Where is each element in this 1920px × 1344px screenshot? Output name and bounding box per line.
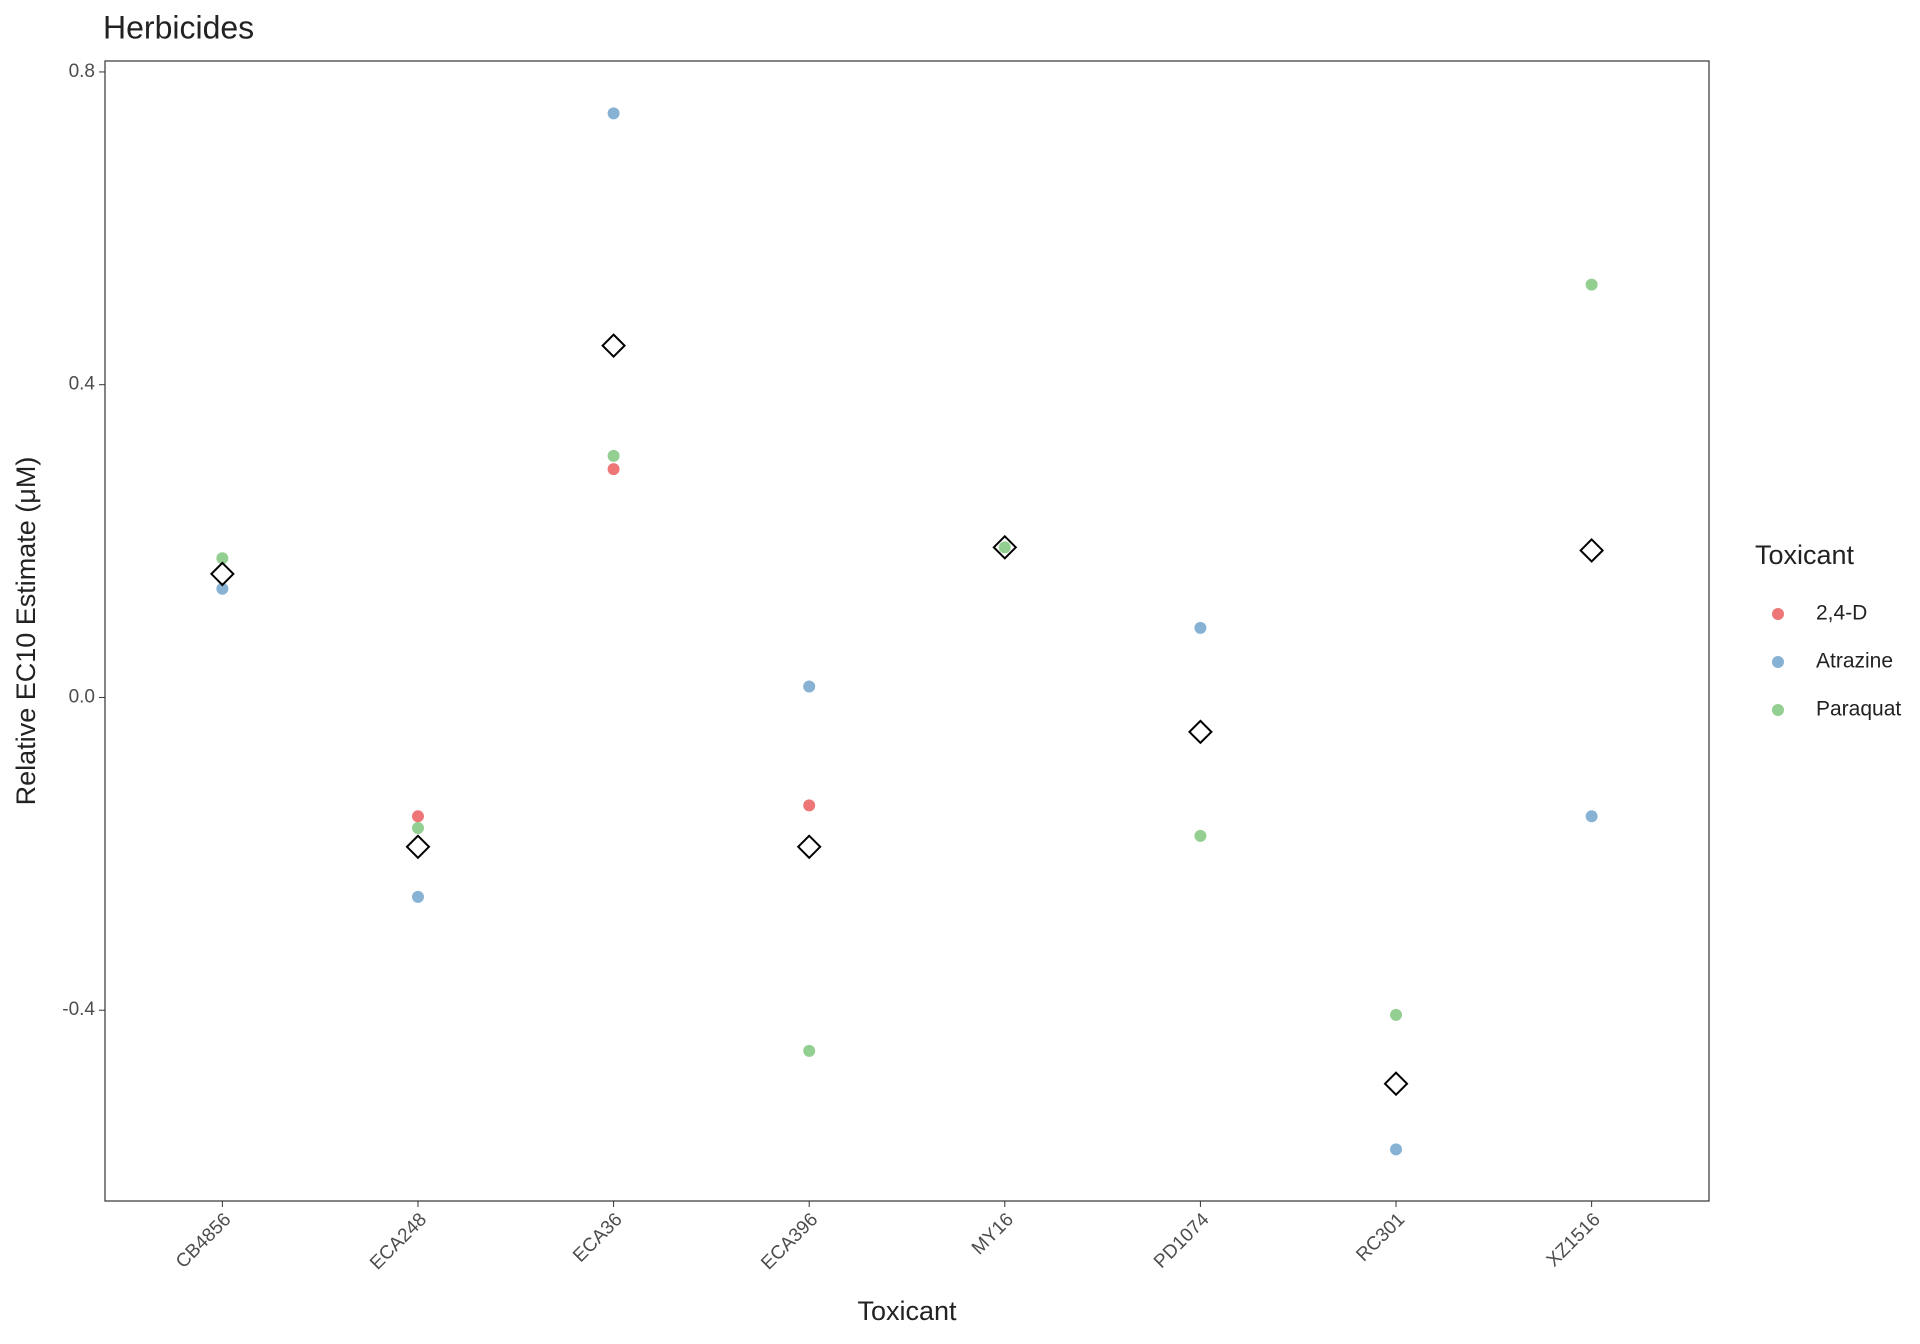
point <box>803 799 816 812</box>
point <box>411 890 424 903</box>
point <box>803 1044 816 1057</box>
legend-label: Atrazine <box>1816 650 1893 673</box>
x-tick-label: ECA36 <box>569 1209 626 1266</box>
point <box>607 107 620 120</box>
y-tick-label: 0.0 <box>69 686 95 707</box>
point <box>1194 829 1207 842</box>
point <box>1390 1008 1403 1021</box>
point <box>1585 278 1598 291</box>
y-axis-label: Relative EC10 Estimate (μM) <box>11 457 41 806</box>
point <box>1390 1143 1403 1156</box>
point <box>1194 621 1207 634</box>
legend-key <box>1772 656 1784 668</box>
mean-marker <box>992 534 1018 560</box>
point <box>998 541 1011 554</box>
mean-marker <box>1579 538 1605 563</box>
x-axis-label: Toxicant <box>857 1296 957 1326</box>
point <box>216 552 229 565</box>
legend-label: Paraquat <box>1816 698 1901 721</box>
mean-marker <box>1187 719 1213 745</box>
x-tick-label: XZ1516 <box>1543 1209 1605 1271</box>
legend-title: Toxicant <box>1755 540 1855 570</box>
chart-title: Herbicides <box>103 9 254 45</box>
mean-marker <box>1383 1071 1409 1097</box>
x-tick-label: ECA248 <box>366 1209 431 1274</box>
mean-marker <box>601 333 626 359</box>
plot-border <box>104 60 1710 1202</box>
point <box>411 822 424 835</box>
point <box>607 463 620 476</box>
point <box>607 449 620 462</box>
mean-marker <box>796 834 822 860</box>
x-tick-label: PD1074 <box>1150 1209 1214 1273</box>
x-tick-label: RC301 <box>1352 1209 1409 1266</box>
y-tick-label: 0.4 <box>69 374 96 395</box>
x-tick-label: CB4856 <box>172 1209 235 1272</box>
y-tick-label: -0.4 <box>62 999 95 1020</box>
point <box>1585 810 1598 823</box>
mean-marker <box>209 561 235 587</box>
point <box>803 680 816 693</box>
legend-key <box>1772 704 1784 716</box>
y-tick-label: 0.8 <box>69 61 95 82</box>
point <box>216 582 229 595</box>
legend-label: 2,4-D <box>1816 602 1867 625</box>
x-tick-label: ECA396 <box>757 1209 822 1274</box>
legend-key <box>1772 608 1784 620</box>
point <box>411 810 424 823</box>
x-tick-label: MY16 <box>968 1209 1018 1259</box>
mean-marker <box>405 834 431 860</box>
